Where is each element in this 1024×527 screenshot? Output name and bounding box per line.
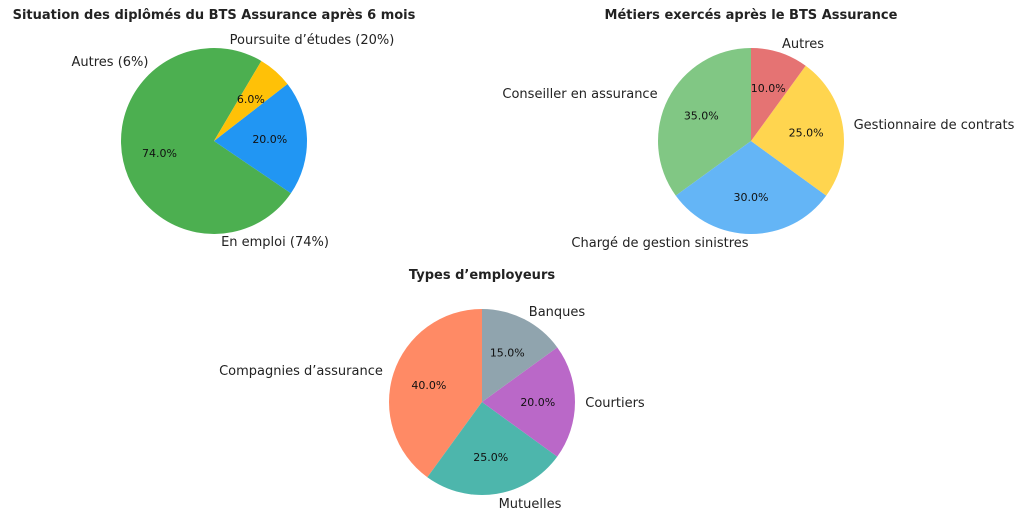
category-label: Poursuite d’études (20%) <box>230 33 395 48</box>
pie-slice-charge-de-gestion-sinistres <box>675 141 827 234</box>
percent-label: 6.0% <box>237 93 265 106</box>
percent-label: 15.0% <box>490 346 525 359</box>
percent-label: 40.0% <box>411 379 446 392</box>
percent-label: 25.0% <box>789 126 824 139</box>
pie-chart-3: Types d’employeurs 40.0% Compagnies d’assu… <box>219 268 645 512</box>
category-label: En emploi (74%) <box>221 235 329 250</box>
pie-slice-autres <box>751 48 806 141</box>
pie-slice-en-emploi-74 <box>120 47 291 234</box>
category-label: Gestionnaire de contrats <box>854 118 1015 133</box>
pie-chart-1: Situation des diplômés du BTS Assurance … <box>13 8 416 250</box>
pie-slice-banques <box>482 309 558 402</box>
percent-label: 10.0% <box>751 82 786 95</box>
pie-slice-autres-6 <box>214 60 288 142</box>
chart-title: Métiers exercés après le BTS Assurance <box>605 8 898 23</box>
percent-label: 20.0% <box>252 133 287 146</box>
pie-slice-compagnies-d-assurance <box>389 309 482 478</box>
percent-label: 20.0% <box>520 396 555 409</box>
category-label: Compagnies d’assurance <box>219 364 383 379</box>
pie-slice-mutuelles <box>427 402 558 495</box>
category-label: Mutuelles <box>499 497 562 512</box>
category-label: Autres <box>782 37 824 52</box>
category-label: Autres (6%) <box>72 55 149 70</box>
category-label: Courtiers <box>585 396 645 411</box>
percent-label: 25.0% <box>473 451 508 464</box>
chart-title: Types d’employeurs <box>409 268 555 283</box>
pie-slice-gestionnaire-de-contrats <box>751 65 844 196</box>
pie-slice-poursuite-d-etudes-20 <box>214 84 307 194</box>
category-label: Banques <box>529 305 586 320</box>
chart-title: Situation des diplômés du BTS Assurance … <box>13 8 416 23</box>
category-label: Conseiller en assurance <box>502 87 657 102</box>
pie-slice-courtiers <box>482 347 575 457</box>
pie-chart-2: Métiers exercés après le BTS Assurance 35… <box>502 8 1014 251</box>
percent-label: 30.0% <box>734 191 769 204</box>
pie-slice-conseiller-en-assurance <box>658 48 751 196</box>
category-label: Chargé de gestion sinistres <box>571 236 748 251</box>
percent-label: 35.0% <box>684 110 719 123</box>
percent-label: 74.0% <box>142 147 177 160</box>
